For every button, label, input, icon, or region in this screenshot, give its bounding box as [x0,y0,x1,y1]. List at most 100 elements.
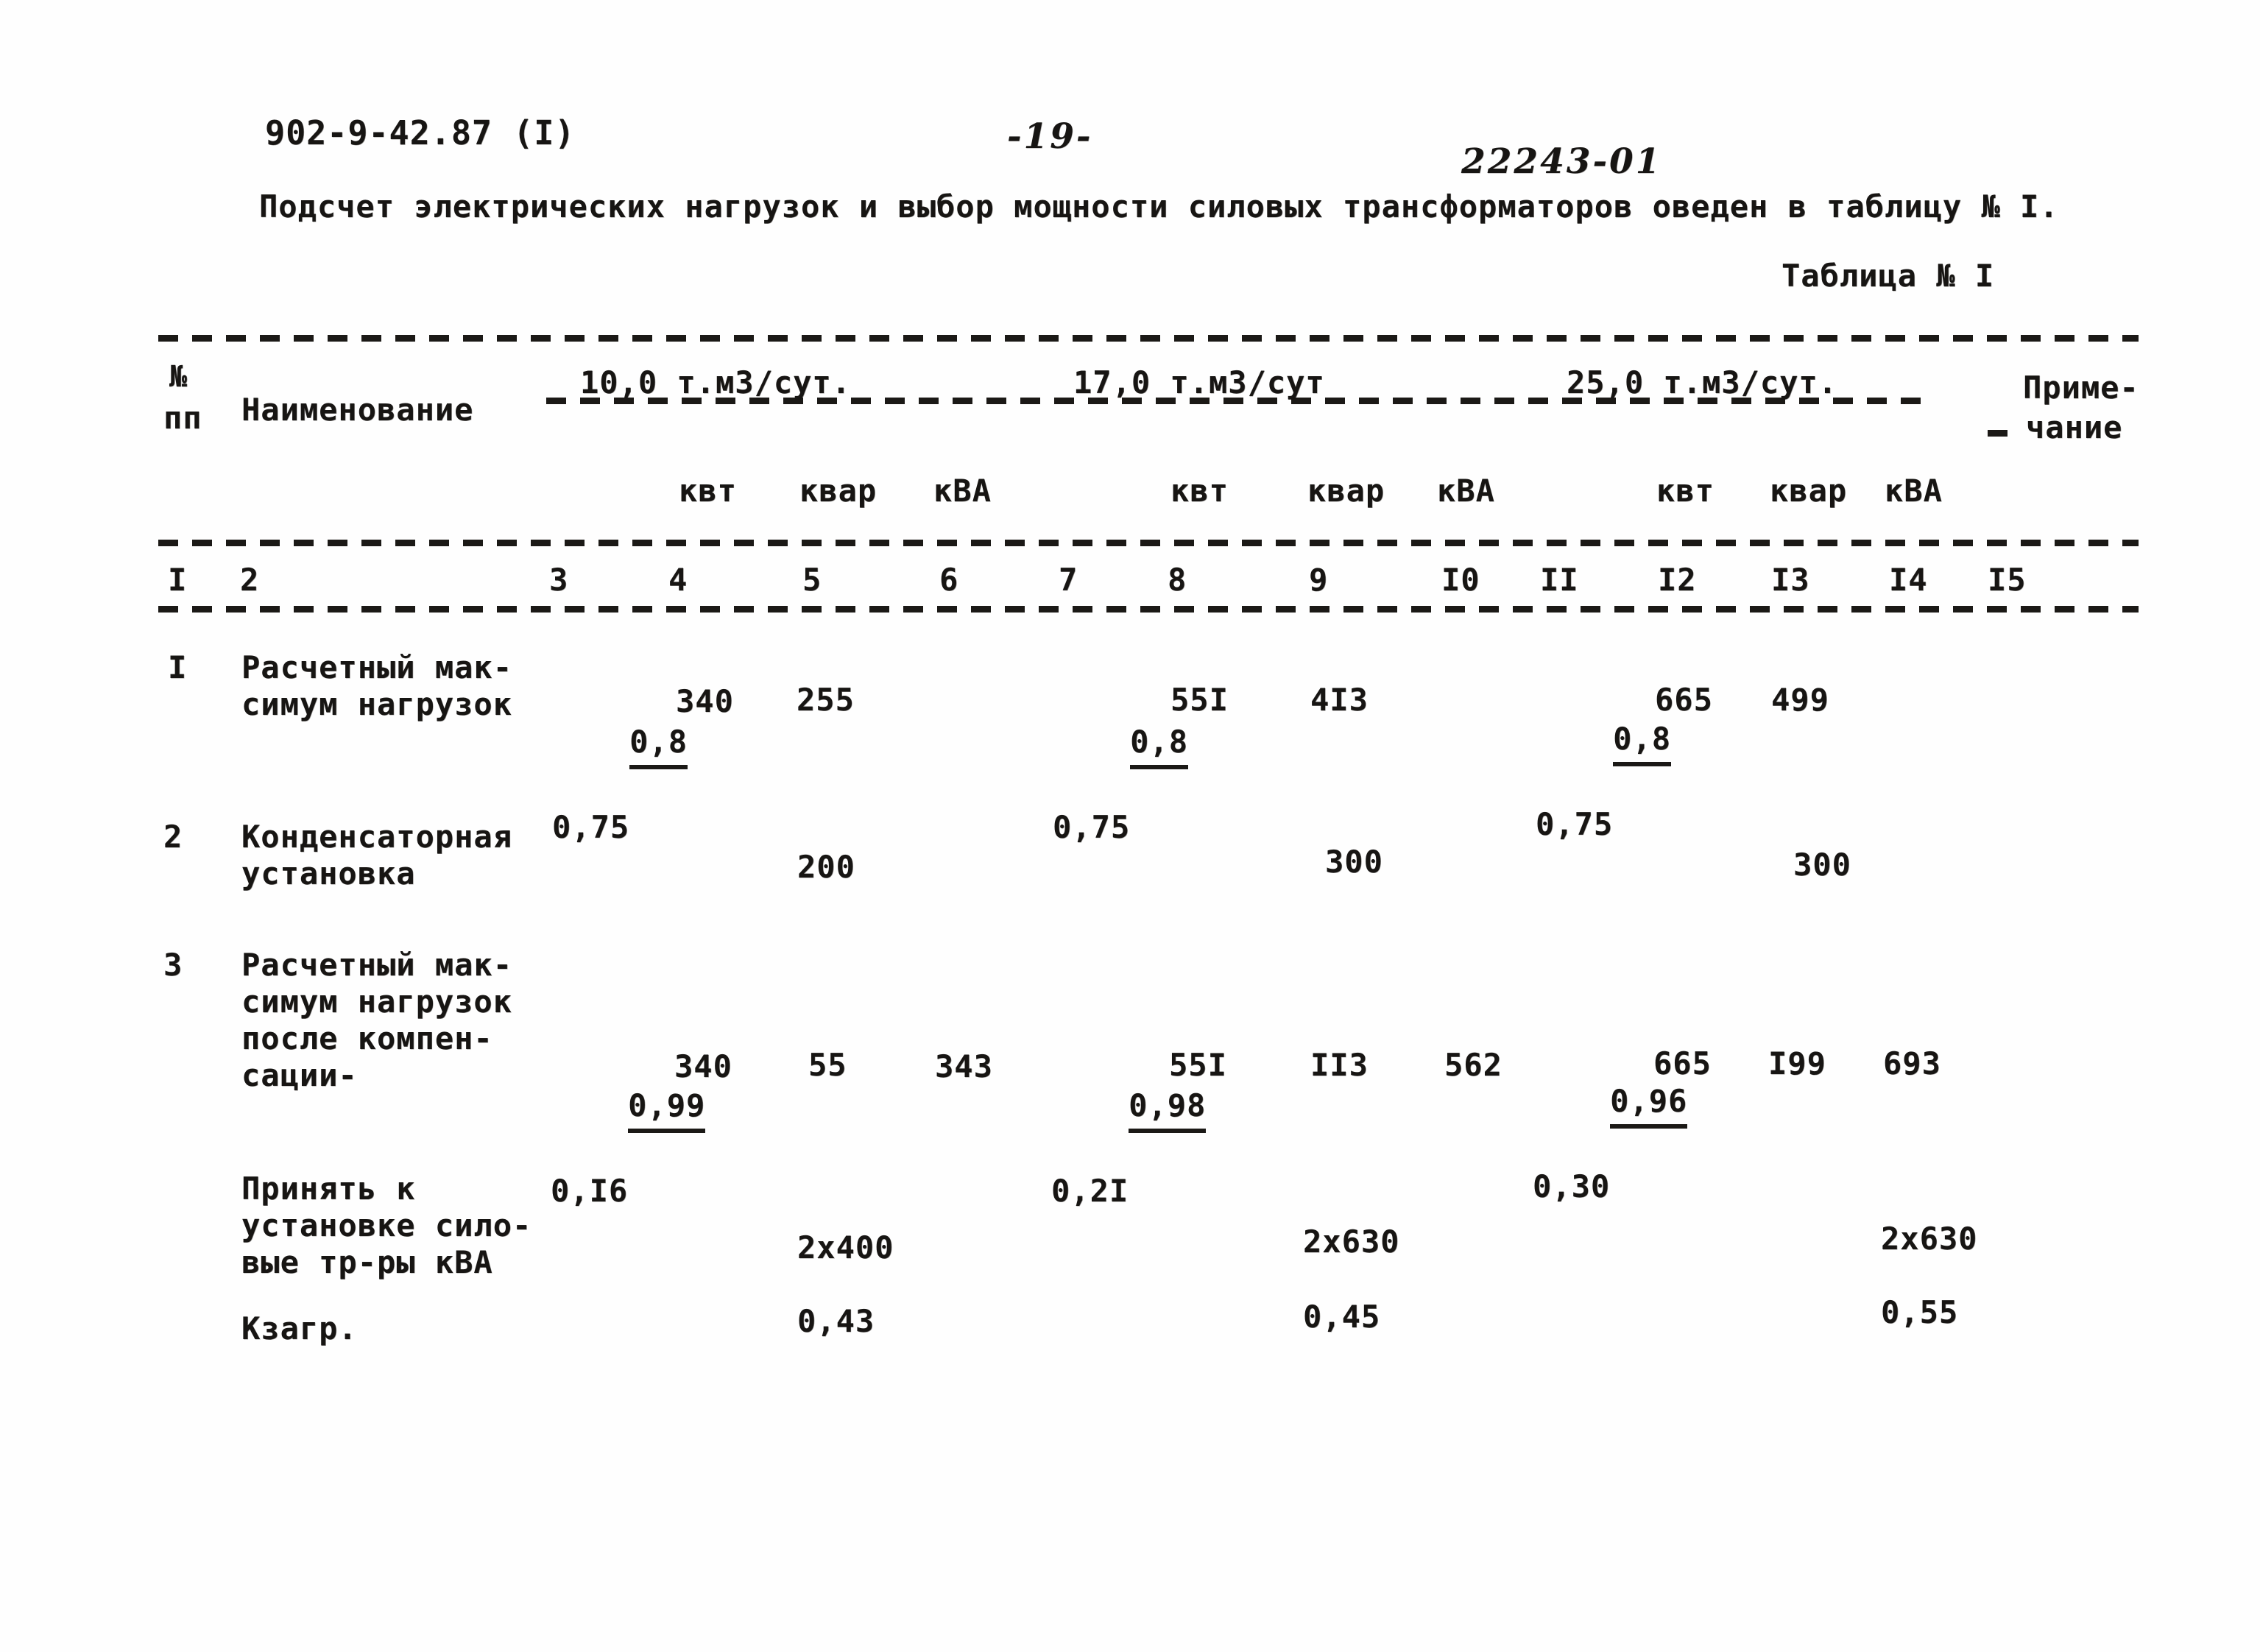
row5-g1-value: 0,43 [797,1303,875,1339]
row1-g3-frac-top: 0,8 [1613,721,1672,766]
col-number-4: 4 [668,562,688,598]
header-group2: 17,0 т.м3/сут [1073,364,1325,400]
col-number-1: I [168,562,188,598]
header-num-line2: пп [163,400,202,436]
col-number-6: 6 [939,562,959,598]
row3-name-line2: симум нагрузок [241,984,513,1020]
header-unit-g1-kvt: квт [679,473,737,509]
row5-name: Кзагр. [241,1310,358,1346]
col-number-2: 2 [240,562,260,598]
row1-name-line2: симум нагрузок [241,686,513,722]
row3-g1-frac-top: 0,99 [628,1088,706,1133]
row3-name-line3: после компен- [241,1020,493,1056]
row2-name-line2: установка [241,855,416,892]
col-number-14: I4 [1889,562,1928,598]
table-border-below-colnums [158,606,2139,613]
col-number-3: 3 [549,562,569,598]
row2-g1-kvar: 200 [797,849,855,885]
row4-name-line3: вые тр-ры кВА [241,1244,493,1280]
row3-name-line1: Расчетный мак- [241,947,513,983]
row1-g3-frac-bottom: 0,75 [1536,806,1614,842]
row3-g1-frac-bottom: 0,I6 [551,1173,629,1209]
row1-num: I [168,649,188,685]
row4-g1-value: 2x400 [797,1229,894,1266]
row2-name-line1: Конденсаторная [241,819,513,855]
header-unit-g2-kvar: квар [1307,473,1385,509]
row3-g2-cos-fraction: 0,98 0,2I [1051,1053,1207,1279]
row2-num: 2 [163,819,183,855]
header-group1: 10,0 т.м3/сут. [580,364,852,400]
row1-g2-frac-top: 0,8 [1130,724,1189,769]
row3-g1-kva: 343 [935,1048,993,1084]
row3-g2-kvar: II3 [1310,1047,1369,1083]
row1-g3-kvar: 499 [1771,682,1829,718]
header-unit-g3-kva: кВА [1885,473,1943,509]
row3-g3-kva: 693 [1883,1045,1941,1081]
row1-g3-cos-fraction: 0,8 0,75 [1536,686,1672,913]
row1-g1-frac-bottom: 0,75 [552,809,630,845]
row3-g3-frac-bottom: 0,30 [1533,1168,1611,1204]
header-note-line2: чание [2026,409,2123,445]
row1-g2-kvar: 4I3 [1310,682,1369,718]
row1-g3-kvt: 665 [1655,682,1713,718]
row3-g2-kva: 562 [1444,1047,1502,1083]
col-number-12: I2 [1658,562,1697,598]
row1-g1-cos-fraction: 0,8 0,75 [552,689,688,916]
row1-g2-kvt: 55I [1170,682,1229,718]
table-border-stray-dash [1988,430,2010,437]
header-unit-g2-kva: кВА [1437,473,1495,509]
header-note-line1: Приме- [2023,370,2139,406]
row2-g3-kvar: 300 [1793,847,1851,883]
table-border-top [158,335,2139,342]
row3-name-line4: сации- [241,1057,358,1093]
row5-g3-value: 0,55 [1881,1294,1959,1330]
col-number-13: I3 [1771,562,1810,598]
header-name-label: Наименование [241,392,474,428]
row3-g2-frac-top: 0,98 [1129,1088,1207,1133]
row4-g2-value: 2x630 [1303,1224,1400,1260]
row1-g1-frac-top: 0,8 [629,724,688,769]
doc-number: 902-9-42.87 (I) [265,113,576,152]
row3-num: 3 [163,947,183,983]
row5-g2-value: 0,45 [1303,1299,1381,1335]
table-caption: Таблица № I [1781,258,1995,294]
row3-g3-kvt: 665 [1653,1045,1712,1081]
row1-g2-cos-fraction: 0,8 0,75 [1053,689,1189,916]
row1-g1-kvt: 340 [676,683,734,719]
table-border-under-groups [546,398,1930,404]
col-number-8: 8 [1168,562,1187,598]
intro-text: Подсчет электрических нагрузок и выбор м… [259,188,2059,225]
row3-g3-frac-top: 0,96 [1610,1084,1688,1129]
row2-g2-kvar: 300 [1325,844,1383,880]
col-number-10: I0 [1441,562,1480,598]
row1-name-line1: Расчетный мак- [241,649,513,685]
header-unit-g3-kvar: квар [1770,473,1848,509]
header-unit-g2-kvt: квт [1170,473,1229,509]
header-num-line1: № [169,360,188,394]
row3-g1-cos-fraction: 0,99 0,I6 [551,1053,706,1279]
row4-name-line2: установке сило- [241,1207,532,1243]
header-unit-g1-kva: кВА [933,473,992,509]
col-number-11: II [1540,562,1579,598]
row3-g3-kvar: I99 [1768,1045,1826,1081]
row1-g2-frac-bottom: 0,75 [1053,809,1131,845]
row4-g3-value: 2x630 [1881,1221,1978,1257]
header-group3: 25,0 т.м3/сут. [1567,364,1838,400]
row3-g2-frac-bottom: 0,2I [1051,1173,1129,1209]
page-number: -19- [1007,116,1093,157]
row4-name-line1: Принять к [241,1171,416,1207]
row3-g3-cos-fraction: 0,96 0,30 [1533,1048,1688,1275]
row3-g1-kvar: 55 [808,1047,847,1083]
header-unit-g1-kvar: квар [799,473,877,509]
row3-g1-kvt: 340 [674,1048,732,1084]
row3-g2-kvt: 55I [1169,1047,1227,1083]
col-number-15: I5 [1988,562,2027,598]
col-number-5: 5 [802,562,822,598]
col-number-9: 9 [1309,562,1329,598]
col-number-7: 7 [1059,562,1078,598]
row1-g1-kvar: 255 [797,682,855,718]
header-unit-g3-kvt: квт [1656,473,1715,509]
table-border-above-colnums [158,540,2139,546]
doc-code: 22243-01 [1461,141,1662,182]
